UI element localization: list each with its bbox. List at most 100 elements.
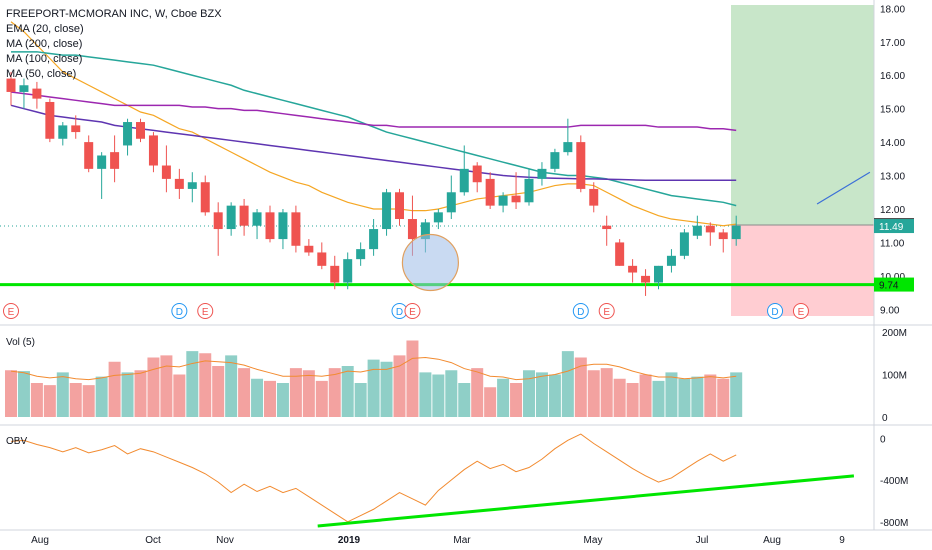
volume-bar: [458, 383, 471, 417]
event-letter: E: [8, 307, 15, 318]
ema20-line: [10, 21, 737, 227]
price-label-box: [874, 277, 914, 292]
candle-body: [136, 122, 145, 139]
volume-bar: [574, 357, 587, 417]
price-tick-label: 14.00: [880, 138, 905, 149]
volume-bar: [678, 378, 691, 417]
earnings-marker: E: [197, 303, 214, 319]
dividend-marker: D: [171, 303, 188, 319]
price-tick-label: 18.00: [880, 4, 905, 15]
candle-body: [19, 85, 29, 92]
candle-body: [407, 219, 417, 240]
volume-bar: [652, 380, 665, 417]
event-letter: D: [396, 307, 403, 318]
time-tick-label: Aug: [31, 535, 49, 546]
volume-bar: [43, 385, 56, 417]
candle-body: [148, 135, 158, 166]
time-tick-label: Jul: [696, 535, 709, 546]
highlight-circle: [401, 233, 459, 292]
candle-body: [200, 182, 210, 213]
obv-tick-label: -400M: [880, 476, 908, 487]
indicator-ma200[interactable]: MA (200, close): [6, 38, 83, 50]
time-tick-label: Aug: [763, 535, 781, 546]
event-circle: [767, 303, 784, 319]
volume-bar: [328, 368, 341, 417]
volume-bar: [225, 355, 238, 417]
obv-pane: [10, 433, 855, 528]
volume-bar: [535, 372, 548, 417]
loss-zone: [731, 225, 874, 316]
candle-body: [123, 122, 133, 146]
volume-bar: [497, 378, 510, 417]
indicator-ema20[interactable]: EMA (20, close): [6, 23, 84, 35]
volume-pane-label: Vol (5): [6, 337, 35, 348]
candle-body: [628, 265, 638, 273]
time-tick-label: 2019: [338, 535, 361, 546]
candle-body: [174, 178, 184, 189]
volume-bar: [432, 374, 445, 417]
price-tick-label: 11.00: [880, 238, 905, 249]
candle-body: [369, 229, 379, 250]
earnings-marker: E: [404, 303, 421, 319]
candle-body: [6, 78, 16, 92]
candle-body: [615, 242, 625, 266]
candle-body: [356, 249, 366, 260]
time-tick-label: Oct: [145, 535, 161, 546]
earnings-marker: E: [598, 303, 615, 319]
volume-tick-label: 100M: [882, 371, 907, 382]
event-letter: E: [798, 307, 805, 318]
candle-body: [420, 222, 430, 240]
axes-group: 18.00 17.00 16.00 15.00 14.00 13.00 12.00 11.00…: [31, 4, 914, 546]
candle-body: [563, 142, 573, 153]
price-tick-label: 12.00: [880, 205, 905, 216]
volume-bar: [354, 383, 367, 417]
volume-bar: [548, 374, 561, 417]
volume-bar: [471, 368, 484, 417]
candle-body: [97, 155, 107, 169]
volume-bar: [212, 366, 225, 417]
volume-bar: [380, 361, 393, 417]
symbol-title[interactable]: FREEPORT-MCMORAN INC, W, Cboe BZX: [6, 8, 222, 20]
event-letter: E: [603, 307, 610, 318]
indicator-ma100[interactable]: MA (100, close): [6, 53, 83, 65]
candle-body: [705, 225, 715, 233]
indicator-ma50[interactable]: MA (50, close): [6, 68, 77, 80]
volume-ma-line: [10, 356, 737, 381]
volume-bar: [251, 378, 264, 417]
volume-bar: [406, 340, 419, 417]
volume-tick-label: 200M: [882, 328, 907, 339]
candle-body: [45, 101, 55, 139]
price-tick-label: 9.00: [880, 305, 900, 316]
volume-bar: [289, 368, 302, 417]
event-letter: D: [771, 307, 778, 318]
price-tick-label: 16.00: [880, 71, 905, 82]
volume-bar: [445, 370, 458, 417]
volume-bar: [186, 351, 199, 417]
candle-body: [382, 192, 392, 230]
volume-bar: [56, 372, 69, 417]
volume-bar: [147, 357, 160, 417]
candle-body: [498, 195, 508, 206]
candle-body: [731, 225, 741, 240]
candle-body: [589, 188, 599, 206]
event-circle: [572, 303, 589, 319]
obv-line: [10, 433, 737, 523]
event-letter: D: [176, 307, 183, 318]
earnings-marker: E: [3, 303, 19, 319]
volume-pane: [5, 340, 743, 417]
volume-bar: [160, 355, 173, 417]
candle-body: [576, 142, 586, 189]
volume-bar: [600, 368, 613, 417]
price-tick-label: 15.00: [880, 105, 905, 116]
candle-body: [71, 125, 81, 133]
volume-bar: [302, 370, 315, 417]
obv-tick-label: 0: [880, 434, 886, 445]
event-circle: [792, 303, 809, 319]
grid-lines: [0, 0, 932, 531]
event-circle: [404, 303, 421, 319]
candle-body: [278, 212, 288, 240]
price-label-text: 11.49: [879, 222, 904, 233]
dividend-marker: D: [767, 303, 784, 319]
candle-body: [472, 165, 482, 183]
